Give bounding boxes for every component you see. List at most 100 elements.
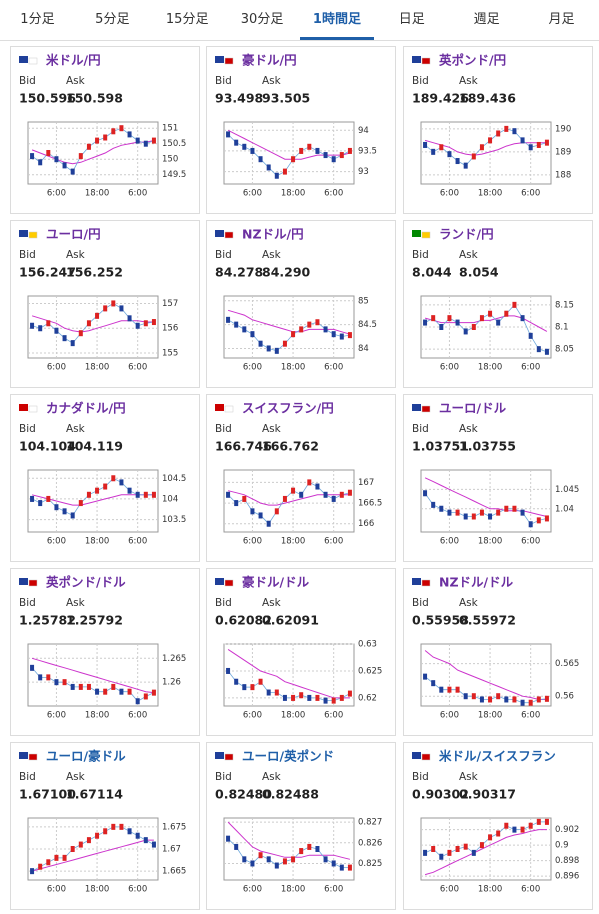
x-tick-label: 6:00	[47, 189, 66, 199]
candle	[242, 326, 247, 333]
candle	[331, 331, 336, 338]
candle	[103, 688, 108, 695]
candle	[54, 327, 59, 334]
candle	[78, 841, 83, 848]
candle	[274, 508, 279, 515]
candle	[447, 151, 452, 158]
candle	[274, 172, 279, 179]
candle	[135, 491, 140, 498]
y-tick-label: 8.15	[555, 300, 574, 310]
candle	[323, 491, 328, 498]
candle	[544, 695, 549, 702]
candle	[143, 693, 148, 700]
candle	[496, 830, 501, 837]
pair-name: ランド/円	[439, 227, 494, 242]
candle	[119, 688, 124, 695]
candle	[423, 490, 428, 497]
tab[interactable]: 15分足	[165, 12, 209, 27]
tab[interactable]: 1分足	[20, 12, 55, 27]
plot-area	[223, 817, 355, 881]
tab[interactable]: 5分足	[95, 12, 130, 27]
candle	[274, 347, 279, 354]
x-tick-label: 18:00	[478, 537, 503, 547]
candle	[447, 686, 452, 693]
candle	[95, 487, 100, 494]
bid-label: Bid	[215, 249, 232, 261]
flag	[28, 57, 38, 65]
candle	[258, 512, 263, 519]
candle	[226, 667, 231, 674]
tab[interactable]: 1時間足	[299, 0, 375, 40]
candle	[431, 846, 436, 852]
candle	[504, 696, 509, 703]
x-tick-label: 6:00	[243, 189, 262, 199]
candle	[291, 156, 296, 163]
candle	[496, 319, 501, 326]
bid-price: 0.90302	[412, 787, 469, 802]
x-tick-label: 18:00	[85, 189, 110, 199]
candle	[46, 495, 51, 502]
x-tick-label: 6:00	[243, 363, 262, 373]
candle	[339, 694, 344, 701]
candle	[119, 479, 124, 486]
bid-label: Bid	[215, 771, 232, 783]
bid-price: 166.746	[215, 439, 272, 454]
candle	[234, 843, 239, 850]
moving-average	[31, 657, 154, 694]
candle	[347, 147, 352, 154]
tab[interactable]: 30分足	[240, 12, 284, 27]
candle	[536, 517, 541, 524]
candle	[512, 826, 517, 833]
candle	[46, 320, 51, 327]
x-tick-label: 6:00	[521, 711, 540, 721]
candle	[127, 487, 132, 494]
rate-card[interactable]: ランド/円 Bid Ask 8.044 8.054 8.05 8.1 8.15 6:00 18:0…	[403, 220, 593, 388]
ask-label: Ask	[262, 249, 282, 261]
y-tick-label: 0.56	[555, 692, 574, 702]
tab[interactable]: 日足	[398, 12, 425, 27]
candle	[111, 128, 116, 135]
y-tick-label: 167	[358, 478, 374, 488]
candle	[151, 137, 156, 144]
y-tick-label: 188	[555, 170, 571, 180]
candle	[86, 837, 91, 844]
tab[interactable]: 月足	[548, 12, 575, 27]
candle	[86, 683, 91, 690]
y-tick-label: 104	[162, 494, 178, 504]
candle	[54, 504, 59, 511]
price-line	[227, 319, 350, 352]
tab[interactable]: 週足	[473, 12, 500, 27]
x-tick-label: 18:00	[478, 885, 503, 895]
candle	[46, 674, 51, 681]
flag	[19, 752, 28, 759]
x-tick-label: 6:00	[128, 189, 147, 199]
candle	[455, 846, 460, 852]
candle	[250, 331, 255, 338]
candle	[299, 491, 304, 498]
candle	[95, 688, 100, 695]
candle	[439, 853, 444, 860]
candle	[439, 144, 444, 151]
flag	[215, 230, 224, 237]
x-tick-label: 6:00	[440, 711, 459, 721]
y-tick-label: 103.5	[162, 515, 186, 525]
ask-price: 84.290	[262, 265, 311, 280]
candle	[30, 153, 35, 160]
moving-average	[227, 309, 351, 335]
flag	[224, 57, 234, 65]
candle	[431, 148, 436, 155]
